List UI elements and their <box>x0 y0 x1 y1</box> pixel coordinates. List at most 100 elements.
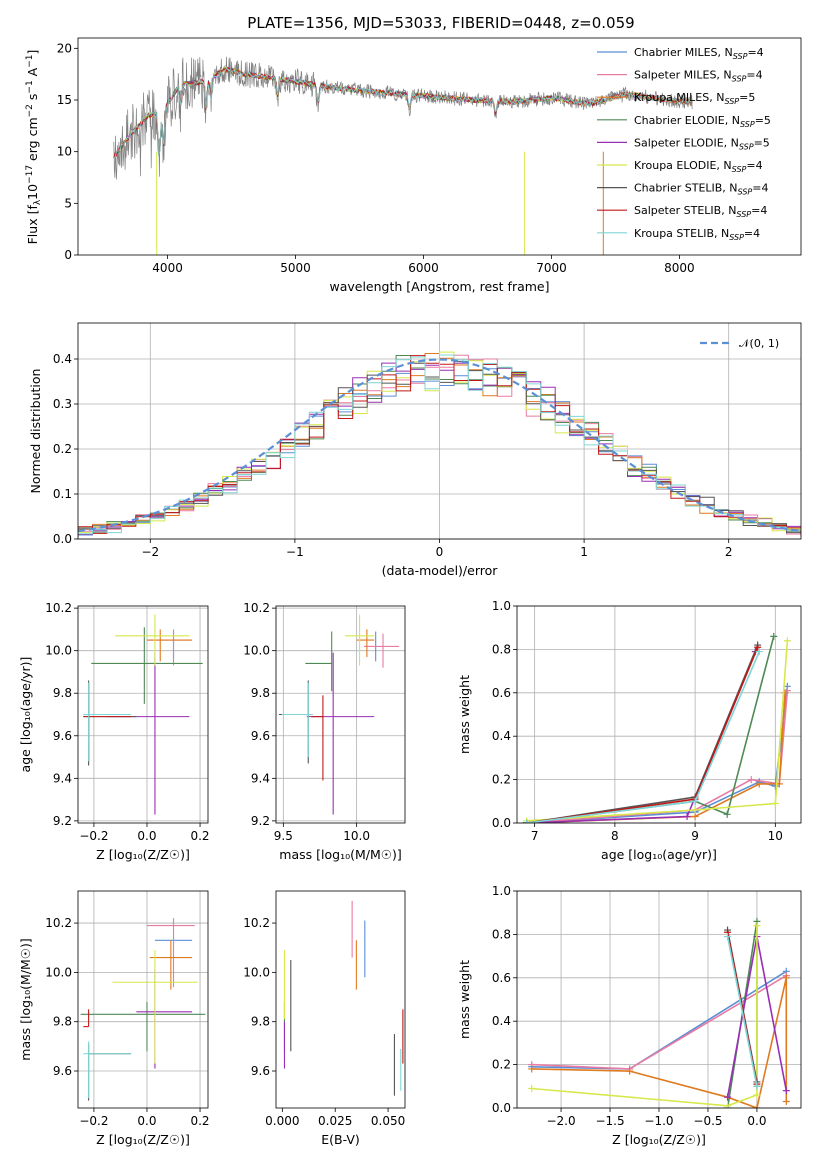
y-tick-label: 9.4 <box>53 771 72 785</box>
series-marker-kroupa_elodie <box>691 806 699 814</box>
series-marker-kroupa_elodie <box>753 922 761 930</box>
x-tick-label: 6000 <box>408 261 439 275</box>
series-marker-kroupa_stelib <box>755 648 763 656</box>
series-marker-chabrier_elodie <box>723 810 731 818</box>
legend-label-salpeter_miles: Salpeter MILES, NSSP=4 <box>634 69 763 84</box>
model-line-kroupa_stelib <box>113 67 693 159</box>
x-tick-label: 0.025 <box>318 1114 352 1128</box>
y-tick-label: 10 <box>57 145 72 159</box>
y-tick-label: 0 <box>64 248 72 262</box>
series-marker-kroupa_stelib <box>691 797 699 805</box>
x-tick-label: 10 <box>768 829 783 843</box>
panel-spectrum: 4000 5000 6000 7000 8000 0 5 10 15 20 wavelength [… <box>25 37 802 294</box>
x-tick-label: −1.5 <box>595 1114 624 1128</box>
y-tick-label: 9.6 <box>53 729 72 743</box>
x-tick-label: 9 <box>691 829 699 843</box>
plot-area <box>523 632 791 823</box>
series-marker-chabrier_elodie <box>770 632 778 640</box>
x-tick-label: 9.5 <box>274 829 293 843</box>
x-tick-label: −0.2 <box>79 1114 108 1128</box>
y-tick-label: 9.8 <box>251 686 270 700</box>
y-tick-label: 0.6 <box>492 686 511 700</box>
y-tick-label: 0.2 <box>492 773 511 787</box>
panel-age_vs_Z: −0.2 0.0 0.2 9.2 9.4 9.6 9.8 10.0 10.2 Z [log₁₀(Z… <box>18 601 210 862</box>
y-axis-label: mass weight <box>457 675 472 754</box>
series-marker-kroupa_elodie <box>783 637 791 645</box>
y-tick-label: 0.6 <box>492 971 511 985</box>
axes-frame <box>77 322 802 540</box>
y-tick-label: 0.0 <box>492 1101 511 1115</box>
series-marker-kroupa_miles <box>528 1065 536 1073</box>
gaussian-curve <box>78 358 801 533</box>
y-tick-label: 0.8 <box>492 642 511 656</box>
panel-mass_weight_vs_age: 7 8 9 10 0.0 0.2 0.4 0.6 0.8 1.0 age [log₁₀(age/yr… <box>457 599 802 862</box>
x-axis-label: mass [log₁₀(M/M☉)] <box>279 847 401 862</box>
series-marker-salpeter_elodie <box>683 812 691 820</box>
y-tick-label: 0.1 <box>53 487 72 501</box>
y-tick-label: 0.4 <box>53 352 72 366</box>
series-marker-kroupa_stelib <box>753 1082 761 1090</box>
series-marker-kroupa_stelib <box>724 933 732 941</box>
series-marker-kroupa_elodie <box>753 1091 761 1099</box>
y-tick-label: 9.2 <box>251 814 270 828</box>
legend-label-kroupa_miles: Kroupa MILES, NSSP=5 <box>634 91 755 106</box>
y-tick-label: 9.4 <box>251 771 270 785</box>
x-tick-label: −0.5 <box>693 1114 722 1128</box>
series-line-kroupa_stelib <box>526 651 761 823</box>
y-tick-label: 9.6 <box>53 1064 72 1078</box>
x-tick-label: 0.0 <box>137 829 156 843</box>
y-tick-label: 0.4 <box>492 1014 511 1028</box>
series-line-kroupa_elodie <box>531 925 758 1107</box>
y-tick-label: 15 <box>57 93 72 107</box>
x-tick-label: −0.2 <box>79 829 108 843</box>
series-marker-salpeter_elodie <box>724 1093 732 1101</box>
x-tick-label: 0.0 <box>137 1114 156 1128</box>
legend-label-chabrier_elodie: Chabrier ELODIE, NSSP=5 <box>634 114 771 129</box>
y-tick-label: 0.2 <box>492 1058 511 1072</box>
y-tick-label: 9.8 <box>251 1015 270 1029</box>
x-tick-label: 1 <box>580 545 588 559</box>
x-tick-label: −2 <box>141 545 159 559</box>
series-marker-kroupa_miles <box>782 974 790 982</box>
x-tick-label: 4000 <box>152 261 183 275</box>
axes-frame <box>77 890 209 1109</box>
x-tick-label: 5000 <box>280 261 311 275</box>
x-tick-label: −1.0 <box>644 1114 673 1128</box>
plot-area <box>283 900 404 1096</box>
x-tick-label: 0.000 <box>265 1114 299 1128</box>
x-tick-label: 10.0 <box>343 829 370 843</box>
y-tick-label: 0.2 <box>53 442 72 456</box>
series-marker-salpeter_stelib <box>754 643 762 651</box>
y-tick-label: 0.0 <box>53 532 72 546</box>
x-tick-label: 0 <box>436 545 444 559</box>
panel-age_vs_mass: 9.5 10.0 9.2 9.4 9.6 9.8 10.0 10.2 mass [log₁₀(M… <box>243 601 406 862</box>
x-tick-label: 0.0 <box>747 1114 766 1128</box>
x-tick-label: 8000 <box>664 261 695 275</box>
series-marker-kroupa_elodie <box>771 799 779 807</box>
x-axis-label: Z [log₁₀(Z/Z☉)] <box>96 1132 190 1147</box>
legend-label-kroupa_elodie: Kroupa ELODIE, NSSP=4 <box>634 159 763 174</box>
x-tick-label: 7000 <box>536 261 567 275</box>
series-line-kroupa_stelib <box>726 936 758 1087</box>
axes-frame <box>275 605 406 824</box>
x-tick-label: 0.2 <box>190 1114 209 1128</box>
y-axis-label: age [log₁₀(age/yr)] <box>18 657 33 773</box>
series-marker-salpeter_miles <box>747 776 755 784</box>
plot-area <box>80 918 206 1101</box>
x-tick-label: 0.050 <box>371 1114 405 1128</box>
x-tick-label: −1 <box>286 545 304 559</box>
y-tick-label: 10.0 <box>243 965 270 979</box>
y-tick-label: 1.0 <box>492 599 511 613</box>
y-tick-label: 9.6 <box>251 1064 270 1078</box>
x-tick-label: 0.2 <box>190 829 209 843</box>
legend-label-salpeter_elodie: Salpeter ELODIE, NSSP=5 <box>634 136 770 151</box>
y-tick-label: 10.2 <box>243 601 270 615</box>
y-tick-label: 1.0 <box>492 884 511 898</box>
series-marker-kroupa_elodie <box>528 1084 536 1092</box>
series-marker-kroupa_stelib <box>523 819 531 823</box>
y-tick-label: 0.4 <box>492 729 511 743</box>
series-line-kroupa_elodie <box>526 640 789 822</box>
legend-label-gaussian: 𝒩(0, 1) <box>739 337 779 350</box>
x-tick-label: 8 <box>611 829 619 843</box>
